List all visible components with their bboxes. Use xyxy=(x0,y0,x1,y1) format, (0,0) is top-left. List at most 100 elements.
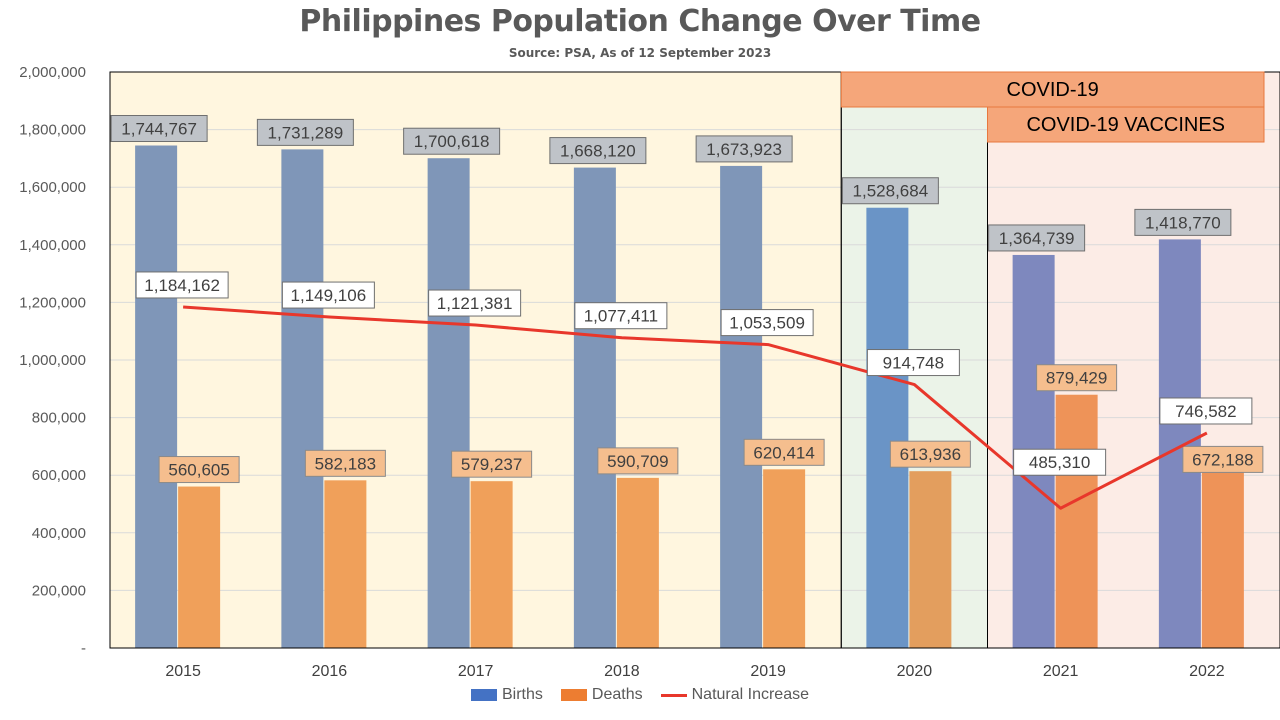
x-tick-label: 2018 xyxy=(604,663,640,680)
legend-item-deaths: Deaths xyxy=(560,686,643,704)
y-tick-label: 1,800,000 xyxy=(19,122,86,139)
births-data-label-box xyxy=(549,137,647,165)
deaths-data-label-box xyxy=(743,438,825,466)
natural-increase-data-label: 746,582 xyxy=(1175,402,1236,421)
legend-item-natural-increase: Natural Increase xyxy=(660,686,809,704)
y-tick-label: 800,000 xyxy=(32,410,86,427)
births-data-label: 1,418,770 xyxy=(1145,213,1221,232)
births-data-label-box xyxy=(695,135,793,163)
births-bar xyxy=(427,158,470,648)
x-tick-label: 2015 xyxy=(165,663,201,680)
births-bar xyxy=(281,149,324,648)
births-data-label-box xyxy=(110,115,208,143)
y-tick-label: 1,200,000 xyxy=(19,294,86,311)
deaths-data-label: 560,605 xyxy=(168,461,229,480)
deaths-data-label: 672,188 xyxy=(1192,450,1253,469)
births-bar xyxy=(720,165,763,649)
y-tick-label: 1,400,000 xyxy=(19,237,86,254)
y-tick-label: - xyxy=(81,640,86,657)
births-data-label: 1,528,684 xyxy=(853,182,929,201)
natural-increase-data-label: 1,184,162 xyxy=(144,276,220,295)
births-data-label-box xyxy=(841,177,939,205)
legend-label-deaths: Deaths xyxy=(591,686,643,703)
deaths-data-label-box xyxy=(889,440,971,468)
births-data-label-box xyxy=(403,127,501,155)
annotation-banner-2 xyxy=(987,106,1265,143)
natural-increase-data-label: 485,310 xyxy=(1029,453,1090,472)
births-data-label: 1,731,289 xyxy=(268,123,344,142)
y-tick-label: 2,000,000 xyxy=(19,64,86,81)
deaths-data-label-box xyxy=(158,456,240,484)
deaths-bar xyxy=(616,477,659,648)
legend-item-births: Births xyxy=(471,686,543,704)
deaths-bar xyxy=(763,469,806,648)
natural-increase-data-label: 914,748 xyxy=(883,354,944,373)
y-tick-label: 1,000,000 xyxy=(19,352,86,369)
y-tick-label: 1,600,000 xyxy=(19,179,86,196)
x-tick-label: 2021 xyxy=(1043,663,1079,680)
natural-increase-label-box xyxy=(866,349,960,377)
y-tick-label: 600,000 xyxy=(32,467,86,484)
natural-increase-label-box xyxy=(1013,448,1107,476)
natural-increase-label-box xyxy=(428,289,522,317)
legend-swatch-natural-increase xyxy=(660,693,687,697)
births-data-label: 1,668,120 xyxy=(560,142,636,161)
deaths-data-label: 579,237 xyxy=(461,455,522,474)
births-bar xyxy=(135,145,178,648)
births-data-label: 1,700,618 xyxy=(414,132,490,151)
chart-title: Philippines Population Change Over Time xyxy=(299,4,981,39)
natural-increase-label-box xyxy=(574,302,668,330)
deaths-data-label: 590,709 xyxy=(607,452,668,471)
deaths-data-label: 582,183 xyxy=(315,454,376,473)
births-data-label: 1,364,739 xyxy=(999,229,1075,248)
legend: Births Deaths Natural Increase xyxy=(0,686,1280,704)
x-tick-label: 2020 xyxy=(897,663,933,680)
legend-label-natural-increase: Natural Increase xyxy=(691,686,809,703)
deaths-bar xyxy=(178,486,221,648)
natural-increase-data-label: 1,121,381 xyxy=(437,294,513,313)
annotation-banner-1 xyxy=(840,71,1265,108)
legend-swatch-deaths xyxy=(560,689,587,701)
chart-subtitle: Source: PSA, As of 12 September 2023 xyxy=(508,46,772,60)
births-bar xyxy=(1158,239,1201,649)
natural-increase-label-box xyxy=(281,281,375,309)
deaths-data-label-box xyxy=(451,450,533,478)
deaths-data-label-box xyxy=(304,449,386,477)
births-data-label-box xyxy=(256,118,354,146)
deaths-bar xyxy=(909,471,952,648)
births-data-label: 1,673,923 xyxy=(706,140,782,159)
natural-increase-line xyxy=(183,305,1208,510)
births-data-label-box xyxy=(988,224,1086,252)
natural-increase-data-label: 1,053,509 xyxy=(729,314,805,333)
natural-increase-label-box xyxy=(720,309,814,337)
deaths-data-label-box xyxy=(597,447,679,475)
births-data-label-box xyxy=(1134,208,1232,236)
natural-increase-data-label: 1,077,411 xyxy=(584,307,658,326)
deaths-bar xyxy=(1055,394,1098,648)
natural-increase-label-box xyxy=(135,271,229,299)
deaths-data-label: 879,429 xyxy=(1046,369,1107,388)
deaths-bar xyxy=(470,481,513,648)
deaths-bar xyxy=(324,480,367,648)
x-tick-label: 2019 xyxy=(750,663,786,680)
y-tick-label: 200,000 xyxy=(32,582,86,599)
births-data-label: 1,744,767 xyxy=(121,120,197,139)
x-tick-label: 2016 xyxy=(312,663,348,680)
y-tick-label: 400,000 xyxy=(32,525,86,542)
births-bar xyxy=(866,207,909,648)
births-bar xyxy=(573,167,616,649)
deaths-data-label-box xyxy=(1036,364,1118,392)
legend-swatch-births xyxy=(471,689,497,701)
annotation-label-2: COVID-19 VACCINES xyxy=(1026,114,1225,136)
natural-increase-label-box xyxy=(1159,397,1253,425)
legend-label-births: Births xyxy=(502,686,543,703)
deaths-data-label-box xyxy=(1182,445,1264,473)
x-tick-label: 2022 xyxy=(1189,663,1225,680)
deaths-data-label: 620,414 xyxy=(753,443,814,462)
deaths-data-label: 613,936 xyxy=(900,445,961,464)
natural-increase-data-label: 1,149,106 xyxy=(291,286,367,305)
x-tick-label: 2017 xyxy=(458,663,494,680)
annotation-label-1: COVID-19 xyxy=(1007,79,1099,101)
deaths-bar xyxy=(1201,454,1244,648)
